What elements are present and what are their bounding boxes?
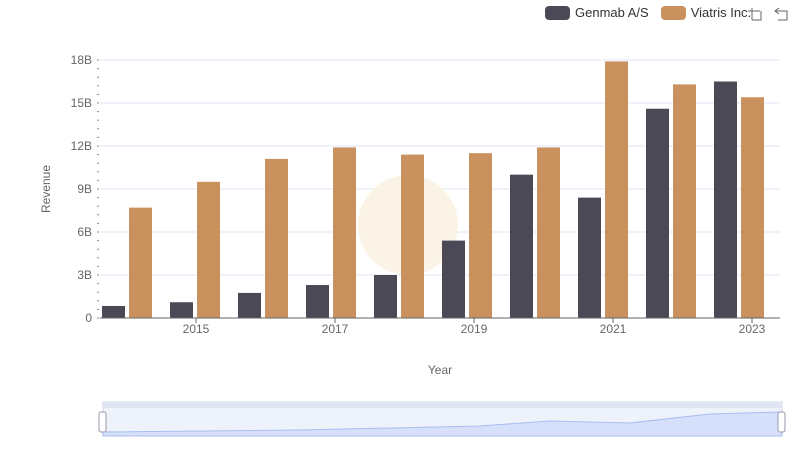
y-tick-label: 15B [71, 96, 92, 110]
bar-viatris-inc--2022[interactable] [673, 84, 696, 318]
legend: Genmab A/S Viatris Inc. [545, 5, 763, 20]
legend-label: Genmab A/S [575, 5, 649, 20]
bar-genmab-a-s-2014[interactable] [102, 305, 125, 318]
legend-item-genmab[interactable]: Genmab A/S [545, 5, 649, 20]
bar-genmab-a-s-2023[interactable] [714, 81, 737, 319]
bar-viatris-inc--2018[interactable] [401, 154, 424, 318]
x-tick-label: 2015 [183, 322, 210, 336]
y-tick-label: 0 [85, 311, 92, 325]
bar-genmab-a-s-2019[interactable] [442, 240, 465, 318]
legend-item-viatris[interactable]: Viatris Inc. [660, 5, 752, 20]
bar-viatris-inc--2017[interactable] [333, 147, 356, 318]
x-tick-label: 2023 [739, 322, 766, 336]
bar-genmab-a-s-2017[interactable] [306, 285, 329, 318]
legend-swatch [545, 5, 570, 20]
y-axis-label: Revenue [39, 165, 53, 213]
x-tick-label: 2021 [600, 322, 627, 336]
zoom-reset-icon[interactable] [774, 7, 788, 21]
bar-viatris-inc--2020[interactable] [537, 147, 560, 318]
x-axis-label: Year [428, 363, 452, 377]
zoom-select-icon[interactable] [748, 7, 762, 21]
bar-genmab-a-s-2021[interactable] [578, 197, 601, 318]
legend-swatch [660, 5, 686, 20]
data-zoom-slider[interactable] [98, 401, 786, 437]
bar-genmab-a-s-2020[interactable] [510, 174, 533, 318]
y-tick-label: 3B [77, 268, 92, 282]
y-tick-label: 12B [71, 139, 92, 153]
bar-viatris-inc--2014[interactable] [129, 207, 152, 318]
bar-viatris-inc--2019[interactable] [469, 153, 492, 318]
slider-handle-right[interactable] [777, 411, 786, 433]
y-tick-label: 9B [77, 182, 92, 196]
bar-genmab-a-s-2016[interactable] [238, 292, 261, 318]
slider-handle-left[interactable] [98, 411, 107, 433]
legend-label: Viatris Inc. [690, 5, 752, 20]
x-tick-label: 2019 [461, 322, 488, 336]
y-tick-label: 6B [77, 225, 92, 239]
watermark-logo [358, 175, 458, 275]
bar-viatris-inc--2015[interactable] [197, 181, 220, 318]
bar-genmab-a-s-2015[interactable] [170, 302, 193, 318]
slider-preview-area [102, 411, 783, 437]
y-tick-label: 18B [71, 53, 92, 67]
bar-viatris-inc--2021[interactable] [605, 61, 628, 318]
bar-genmab-a-s-2022[interactable] [646, 108, 669, 318]
bar-genmab-a-s-2018[interactable] [374, 275, 397, 318]
bar-viatris-inc--2023[interactable] [741, 97, 764, 319]
x-tick-label: 2017 [322, 322, 349, 336]
bar-viatris-inc--2016[interactable] [265, 158, 288, 318]
